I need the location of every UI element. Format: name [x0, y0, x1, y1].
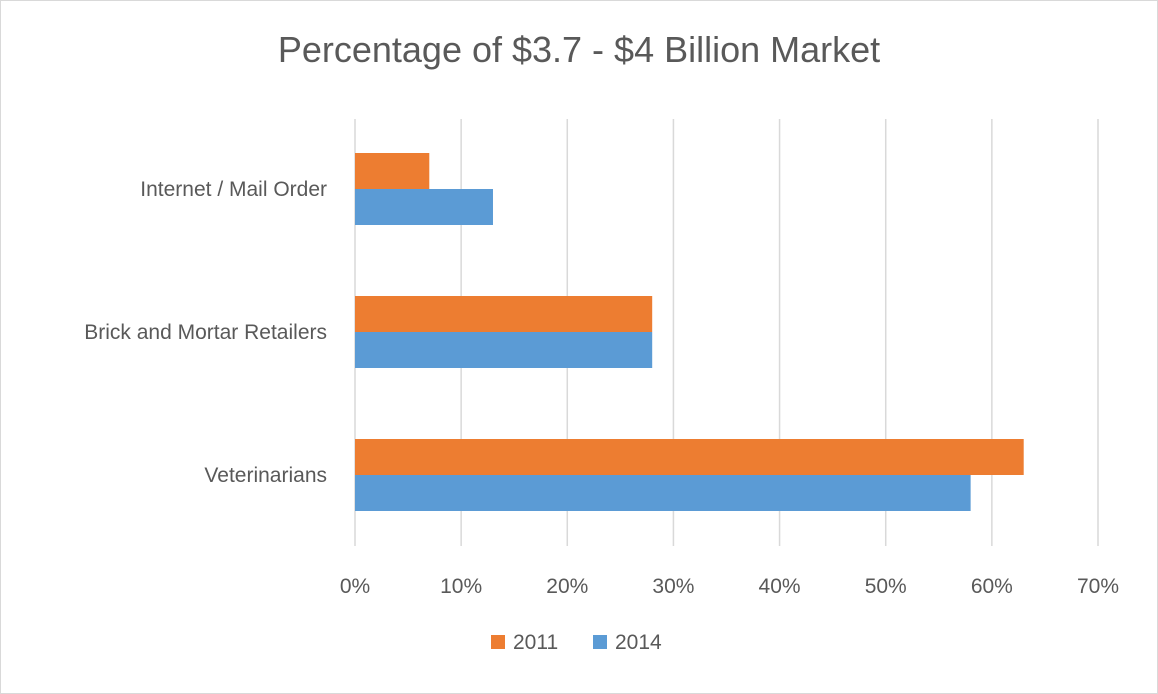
- bar-2014-2: [355, 475, 971, 511]
- x-tick-label: 30%: [652, 575, 694, 598]
- bar-2011-1: [355, 296, 653, 332]
- x-tick-label: 50%: [865, 575, 907, 598]
- bar-2011-2: [355, 439, 1024, 475]
- x-tick-label: 70%: [1077, 575, 1119, 598]
- bar-2014-1: [355, 332, 653, 368]
- bar-2011-0: [355, 153, 430, 189]
- legend-swatch-2011: [491, 635, 505, 649]
- x-tick-label: 10%: [440, 575, 482, 598]
- x-tick-label: 60%: [971, 575, 1013, 598]
- x-tick-label: 0%: [340, 575, 370, 598]
- bar-2014-0: [355, 189, 493, 225]
- legend-label-2011: 2011: [513, 631, 558, 654]
- legend-swatch-2014: [593, 635, 607, 649]
- category-label: Brick and Mortar Retailers: [84, 321, 327, 344]
- x-tick-label: 20%: [546, 575, 588, 598]
- chart-title: Percentage of $3.7 - $4 Billion Market: [277, 29, 881, 70]
- legend-label-2014: 2014: [615, 631, 662, 654]
- category-label: Internet / Mail Order: [140, 178, 327, 201]
- category-label: Veterinarians: [204, 464, 327, 487]
- x-tick-label: 40%: [759, 575, 801, 598]
